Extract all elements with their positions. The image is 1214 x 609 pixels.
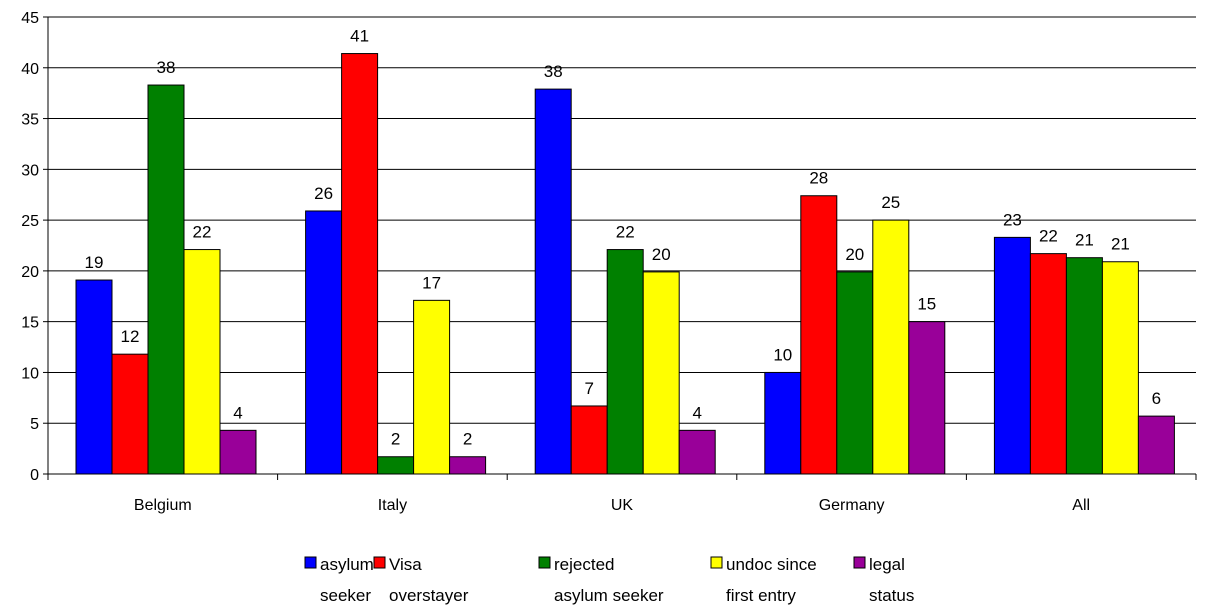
bar [341,53,379,475]
data-label: 22 [193,223,212,242]
bar [642,271,680,475]
bar [449,456,487,475]
data-label: 12 [121,327,140,346]
data-label: 20 [652,245,671,264]
data-label: 4 [692,403,701,422]
axes: 0 5 10 15 20 25 30 35 40 45 Belgium Italy UK Germany A… [21,10,1197,514]
data-label: 25 [881,193,900,212]
legend-swatch [538,556,551,569]
y-tick-label: 45 [21,10,39,27]
data-label: 26 [314,184,333,203]
legend-label: rejected [554,555,614,574]
y-tick-label: 25 [21,213,39,230]
legend-label: status [869,586,914,605]
y-tick-label: 5 [30,416,39,433]
bar [413,299,451,475]
bar [800,195,838,475]
legend-label: overstayer [389,586,469,605]
data-label: 2 [463,430,472,449]
bar [993,236,1031,475]
data-label: 17 [422,273,441,292]
x-tick-label: All [1072,497,1090,514]
bar [305,210,343,475]
bars [75,53,1175,475]
bar [908,321,946,475]
data-labels: 19 12 38 22 4 26 41 2 17 2 38 7 22 20 4 10 28 20 25 15 23 22 2… [85,27,1162,449]
data-label: 41 [350,27,369,46]
x-tick-label: Belgium [134,497,192,514]
bar [1137,415,1175,475]
data-label: 23 [1003,210,1022,229]
bar [606,249,644,475]
bar [678,429,716,475]
data-label: 21 [1075,231,1094,250]
data-label: 7 [584,379,593,398]
y-tick-label: 30 [21,162,39,179]
y-tick-label: 0 [30,467,39,484]
y-tick-label: 40 [21,61,39,78]
bar [872,219,910,475]
legend-swatch [373,556,386,569]
bar [1029,253,1067,475]
data-label: 19 [85,253,104,272]
legend-swatch [304,556,317,569]
data-label: 28 [809,169,828,188]
x-tick-label: Germany [819,497,885,514]
bar [764,371,802,475]
y-tick-label: 15 [21,315,39,332]
legend-label: first entry [726,586,796,605]
data-label: 15 [917,295,936,314]
legend-label: seeker [320,586,371,605]
y-tick-label: 10 [21,365,39,382]
data-label: 4 [233,403,242,422]
legend-label: asylum seeker [554,586,664,605]
x-tick-label: Italy [378,497,407,514]
bar [219,429,257,475]
data-label: 21 [1111,235,1130,254]
bar [75,279,113,475]
data-label: 38 [544,62,563,81]
y-tick-label: 20 [21,264,39,281]
x-tick-label: UK [611,497,634,514]
legend: asylum seeker Visa overstayer rejected asylum… [304,555,914,605]
legend-swatch [853,556,866,569]
legend-label: undoc since [726,555,817,574]
bar [111,353,149,475]
data-label: 38 [157,58,176,77]
gridlines [48,16,1196,424]
data-label: 20 [845,245,864,264]
bar [534,88,572,475]
bar [377,456,415,475]
y-tick-label: 35 [21,112,39,129]
legend-label: legal [869,555,905,574]
bar [836,271,874,475]
data-label: 6 [1152,389,1161,408]
data-label: 22 [1039,227,1058,246]
bar [1101,261,1139,475]
bar [147,84,185,475]
bar [1065,257,1103,475]
data-label: 22 [616,223,635,242]
bar [183,249,221,475]
legend-label: asylum [320,555,374,574]
bar [570,405,608,475]
legend-label: Visa [389,555,422,574]
data-label: 10 [773,345,792,364]
legend-swatch [710,556,723,569]
data-label: 2 [391,430,400,449]
